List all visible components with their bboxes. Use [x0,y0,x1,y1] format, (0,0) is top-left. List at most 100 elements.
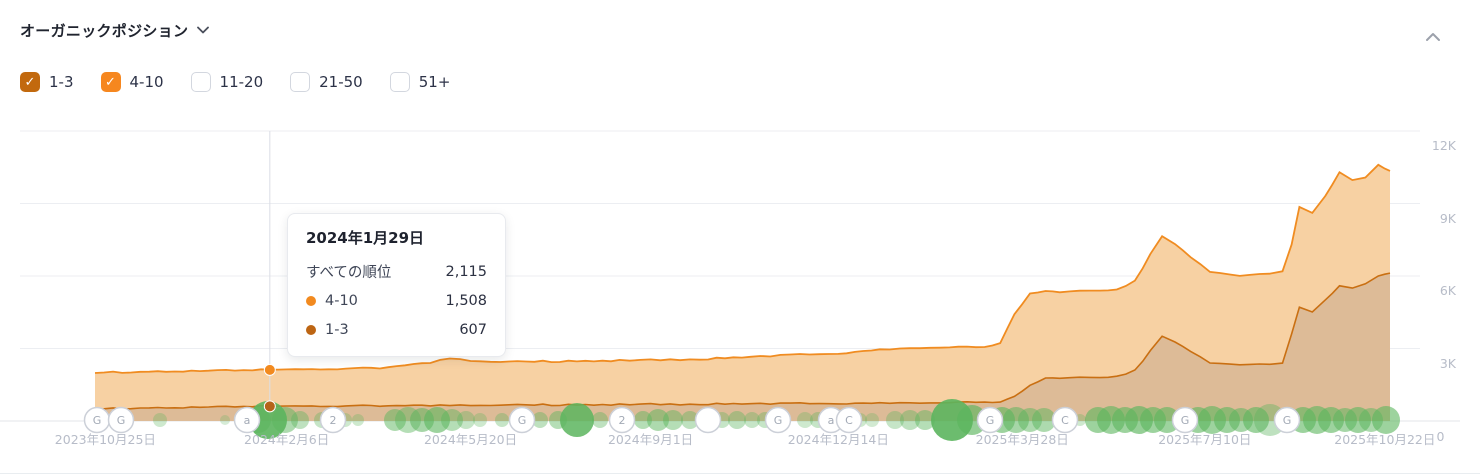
note-badge-icon[interactable] [608,406,636,434]
note-bubble[interactable] [865,413,879,427]
note-badge-icon[interactable] [1273,406,1301,434]
panel-header: オーガニックポジション [20,14,1460,46]
note-bubble[interactable] [681,411,699,429]
chevron-down-icon [197,26,210,34]
tooltip-row-value: 607 [459,321,487,338]
x-axis-tick-label: 2023年10月25日 [54,432,156,447]
note-bubble[interactable] [1243,407,1269,433]
note-bubble[interactable] [153,413,167,427]
note-bubble[interactable] [592,412,608,428]
note-bubble[interactable] [634,411,652,429]
area-4-10 [95,164,1390,410]
filter-item-51+[interactable]: 51+ [389,72,451,92]
x-axis-tick-label: 2025年7月10日 [1158,432,1252,447]
note-badge-letter: G [1181,414,1190,427]
x-axis-tick-label: 2024年9月1日 [607,432,694,447]
note-bubble[interactable] [220,415,230,425]
filter-label: 11-20 [219,73,264,91]
tooltip-row-label: 1-3 [325,321,349,338]
note-badge-icon[interactable] [508,406,536,434]
x-axis-tick-label: 2025年3月28日 [975,432,1069,447]
filter-label: 1-3 [49,73,74,91]
note-badge-letter: a [244,414,251,427]
note-badge-icon[interactable] [1171,406,1199,434]
checkbox-unchecked-icon[interactable] [290,72,311,92]
note-badge-icon[interactable] [319,406,347,434]
note-bubble[interactable] [424,407,450,433]
tooltip-row-label: すべての順位 [306,265,392,281]
x-axis-tick-label: 2024年12月14日 [787,432,889,447]
checkbox-unchecked-icon[interactable] [389,72,410,92]
series-dot-icon [306,324,316,335]
filter-label: 21-50 [319,73,363,91]
x-axis-tick-label: 2025年10月22日 [1334,432,1436,447]
collapse-button[interactable] [1419,22,1447,50]
hover-point-dot [263,400,276,413]
note-badge-letter: G [1283,414,1292,427]
note-badge-icon[interactable] [835,406,863,434]
note-bubble[interactable] [744,412,760,428]
filter-item-21-50[interactable]: 21-50 [290,72,363,92]
chart-tooltip: 2024年1月29日 すべての順位 2,115 4-10 1,508 1-3 607 [287,213,506,357]
y-axis-tick-label: 6K [1439,283,1456,298]
checkbox-checked-icon[interactable]: ✓ [100,72,121,92]
note-bubble[interactable] [1032,408,1056,432]
filter-item-1-3[interactable]: ✓ 1-3 [20,72,74,92]
note-bubble[interactable] [473,413,487,427]
note-bubble[interactable] [272,407,298,433]
note-bubble[interactable] [495,413,509,427]
note-bubble[interactable] [900,410,920,430]
note-badge-icon[interactable] [1051,406,1079,434]
x-axis-tick-label: 0 [1436,429,1445,444]
note-badge-icon[interactable] [976,406,1004,434]
note-badge-letter: G [986,414,995,427]
note-bubble[interactable] [384,409,406,431]
note-bubble[interactable] [291,411,309,429]
note-badge-letter: C [845,414,853,427]
note-bubble[interactable] [915,410,935,430]
checkbox-checked-icon[interactable]: ✓ [20,72,40,92]
tooltip-row-label: 4-10 [325,292,358,309]
tooltip-date: 2024年1月29日 [306,229,425,247]
note-bubble[interactable] [663,410,683,430]
x-axis-tick-label: 2024年5月20日 [423,432,518,447]
chevron-up-icon [1425,27,1441,46]
note-bubble[interactable] [886,411,904,429]
filter-label: 51+ [418,73,451,91]
note-badge-icon[interactable] [764,406,792,434]
panel-title: オーガニックポジション [20,21,189,40]
line-1-3 [94,272,1391,411]
y-axis-tick-label: 9K [1439,210,1456,226]
note-badge-letter: a [828,414,835,427]
tooltip-row-value: 2,115 [445,263,487,280]
note-bubble[interactable] [560,403,594,437]
note-badge-icon[interactable] [107,406,135,434]
note-badge-letter: G [774,414,783,427]
x-axis-tick-label: 2024年2月6日 [244,432,330,447]
tooltip-rows: すべての順位 2,115 4-10 1,508 1-3 607 [306,257,487,344]
note-bubble[interactable] [352,414,364,426]
hover-point-dot [263,363,276,376]
note-badge-icon[interactable] [694,406,722,434]
filter-item-4-10[interactable]: ✓ 4-10 [100,72,164,92]
checkbox-unchecked-icon[interactable] [190,72,211,92]
filter-item-11-20[interactable]: 11-20 [190,72,264,92]
note-badge-letter: G [93,414,102,427]
position-range-filters: ✓ 1-3 ✓ 4-10 11-20 21-50 51+ [20,72,450,92]
y-axis-tick-label: 3K [1439,355,1456,371]
note-bubble[interactable] [1372,406,1400,434]
tooltip-row: 1-3 607 [306,315,487,344]
note-badge-icon[interactable] [233,406,261,434]
note-bubble[interactable] [457,411,475,429]
note-bubble[interactable] [441,409,463,431]
note-bubble[interactable] [647,409,669,431]
note-badge-letter: G [117,414,126,427]
y-axis-tick-label: 12K [1431,138,1456,153]
note-bubble[interactable] [797,412,813,428]
panel-title-dropdown[interactable]: オーガニックポジション [20,20,210,41]
note-bubble[interactable] [728,411,746,429]
note-bubble[interactable] [532,412,548,428]
